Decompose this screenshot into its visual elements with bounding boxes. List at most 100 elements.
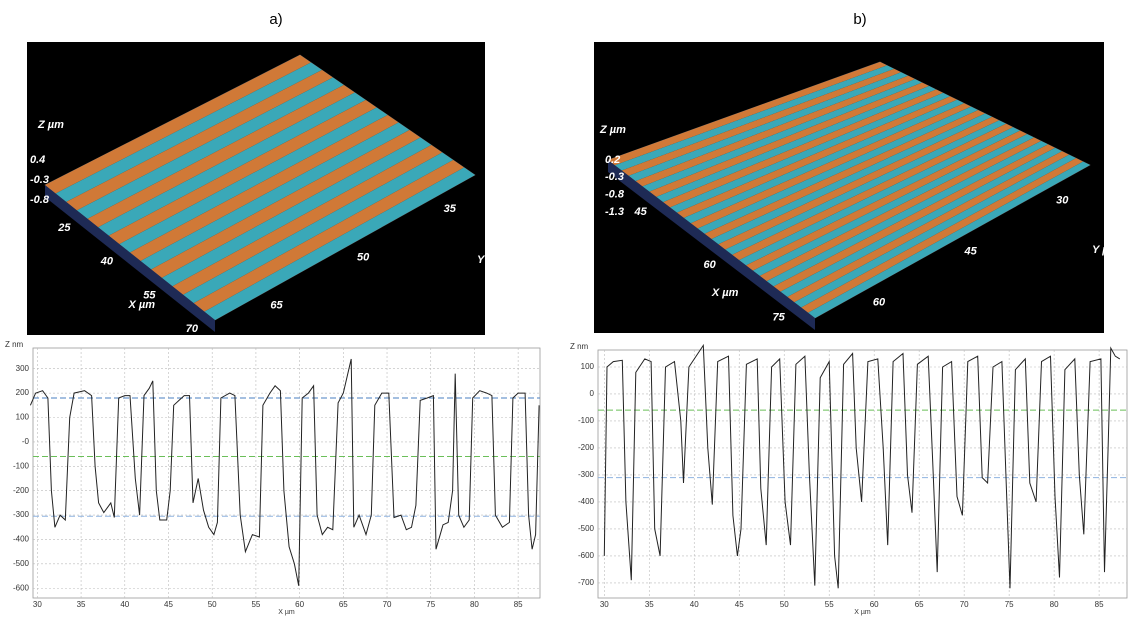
- y-tick-label: -500: [578, 524, 595, 533]
- x-tick-label: 55: [251, 600, 260, 609]
- surface-tick-label: -0.3: [605, 171, 624, 183]
- surface-tick-label: 60: [873, 296, 886, 308]
- surface-stripe: [76, 77, 344, 219]
- x-tick-label: 65: [339, 600, 348, 609]
- surface-stripe: [787, 151, 1069, 303]
- surface-stripe: [87, 85, 355, 228]
- y-axis-label: Z nm: [570, 342, 589, 351]
- y-tick-label: -200: [13, 486, 30, 495]
- surface-stripe: [780, 147, 1062, 297]
- surface-tick-label: -0.3: [30, 174, 49, 186]
- x-tick-label: 40: [690, 600, 699, 609]
- surface-stripe: [808, 161, 1090, 318]
- x-tick-label: 30: [600, 600, 609, 609]
- surface-stripe: [119, 107, 388, 253]
- surface-tick-label: 65: [270, 300, 283, 312]
- surface-side: [608, 160, 815, 330]
- plot-area: [32, 347, 541, 599]
- y-tick-label: 100: [581, 362, 595, 371]
- surface-stripe: [773, 144, 1055, 292]
- x-tick-label: 70: [960, 600, 969, 609]
- surface-stripe: [172, 145, 443, 295]
- x-tick-label: 60: [870, 600, 879, 609]
- surface-stripe: [718, 116, 999, 250]
- surface-stripe: [711, 113, 992, 245]
- surface-stripe: [766, 140, 1048, 287]
- surface-axis-label: Y µm: [477, 254, 504, 266]
- surface-side: [45, 185, 215, 332]
- surface-axis-label: Z µm: [599, 124, 626, 136]
- panel-label: b): [853, 11, 866, 28]
- y-tick-label: -300: [13, 510, 30, 519]
- surface-tick-label: 70: [186, 323, 199, 335]
- x-tick-label: 80: [1050, 600, 1059, 609]
- surface-stripe: [45, 55, 311, 194]
- surface-tick-label: 45: [634, 206, 648, 218]
- surface-tick-label: 40: [100, 256, 114, 268]
- surface-stripe: [670, 92, 950, 213]
- x-tick-label: 45: [164, 600, 173, 609]
- x-tick-label: 75: [1005, 600, 1014, 609]
- y-tick-label: -400: [578, 497, 595, 506]
- surface-stripe: [759, 137, 1041, 282]
- x-tick-label: 50: [780, 600, 789, 609]
- surface-stripe: [98, 92, 366, 236]
- surface-stripe: [130, 115, 399, 261]
- x-tick-label: 60: [295, 600, 304, 609]
- x-tick-label: 50: [208, 600, 217, 609]
- surface-tick-label: 45: [964, 245, 978, 257]
- surface-stripe: [649, 82, 929, 197]
- y-tick-label: -400: [13, 535, 30, 544]
- x-tick-label: 35: [77, 600, 86, 609]
- surface-tick-label: 0.2: [605, 154, 620, 166]
- x-tick-label: 30: [33, 600, 42, 609]
- surface-stripe: [677, 96, 957, 218]
- surface-tick-label: 30: [1056, 194, 1069, 206]
- y-tick-label: 100: [16, 413, 30, 422]
- surface-tick-label: 60: [704, 259, 717, 271]
- y-tick-label: -200: [578, 443, 595, 452]
- surface-tick-label: 50: [357, 251, 370, 263]
- surface-stripe: [628, 72, 908, 182]
- y-tick-label: -600: [578, 551, 595, 560]
- x-tick-label: 70: [383, 600, 392, 609]
- surface-stripe: [204, 167, 475, 320]
- surface-stripe: [683, 99, 964, 224]
- y-axis-label: Z nm: [5, 340, 24, 349]
- x-tick-label: 85: [1095, 600, 1104, 609]
- profile-line: [29, 358, 540, 586]
- surface-stripe: [161, 137, 432, 287]
- surface-stripe: [193, 160, 465, 312]
- x-tick-label: 85: [514, 600, 523, 609]
- y-tick-label: -300: [578, 470, 595, 479]
- surface-stripe: [752, 134, 1034, 276]
- surface-tick-label: -0.8: [30, 194, 50, 206]
- x-tick-label: 75: [426, 600, 435, 609]
- surface-stripe: [725, 120, 1006, 255]
- x-tick-label: 40: [120, 600, 129, 609]
- y-tick-label: -0: [22, 437, 30, 446]
- surface-stripe: [746, 130, 1027, 271]
- surface-tick-label: 55: [143, 289, 156, 301]
- x-tick-label: 55: [825, 600, 834, 609]
- y-tick-label: -700: [578, 578, 595, 587]
- surface-stripe: [690, 103, 971, 229]
- surface-stripe: [635, 75, 915, 187]
- surface-stripe: [704, 110, 985, 239]
- surface-axis-label: Y µm: [1092, 244, 1119, 256]
- x-tick-label: 35: [645, 600, 654, 609]
- surface-axis-label: X µm: [711, 287, 739, 299]
- y-tick-label: -500: [13, 559, 30, 568]
- y-tick-label: 200: [16, 388, 30, 397]
- y-tick-label: 0: [590, 389, 595, 398]
- surface-stripe: [183, 152, 454, 304]
- surface-stripe: [614, 65, 894, 171]
- surface-axis-label: Z µm: [37, 119, 64, 131]
- y-tick-label: -100: [13, 461, 30, 470]
- surface-stripe: [642, 79, 922, 192]
- y-tick-label: 300: [16, 364, 30, 373]
- surface-tick-label: -1.3: [605, 206, 624, 218]
- surface-tick-label: 75: [773, 312, 786, 324]
- x-axis-label: X µm: [278, 609, 295, 616]
